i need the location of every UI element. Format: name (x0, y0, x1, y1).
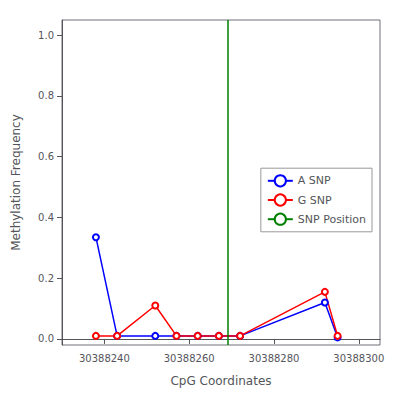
svg-text:0.2: 0.2 (38, 273, 54, 284)
svg-text:A SNP: A SNP (298, 174, 331, 187)
svg-text:30388260: 30388260 (164, 353, 215, 364)
svg-text:G SNP: G SNP (298, 194, 332, 207)
svg-text:0.0: 0.0 (38, 333, 54, 344)
svg-text:0.6: 0.6 (38, 151, 54, 162)
svg-text:30388240: 30388240 (79, 353, 130, 364)
svg-text:30388300: 30388300 (333, 353, 384, 364)
svg-text:SNP Position: SNP Position (298, 213, 366, 226)
svg-text:0.4: 0.4 (38, 212, 54, 223)
svg-text:0.8: 0.8 (38, 90, 54, 101)
svg-text:CpG Coordinates: CpG Coordinates (170, 374, 271, 388)
svg-text:30388280: 30388280 (249, 353, 300, 364)
svg-text:1.0: 1.0 (38, 30, 54, 41)
svg-text:Methylation Frequency: Methylation Frequency (9, 114, 23, 251)
